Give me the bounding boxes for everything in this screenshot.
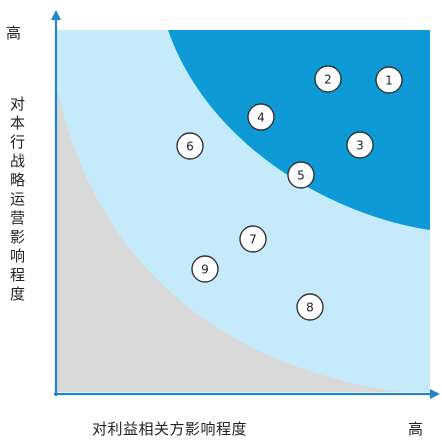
svg-text:8: 8 (306, 301, 314, 315)
y-axis-arrow (51, 10, 61, 20)
svg-text:9: 9 (201, 263, 209, 277)
svg-text:4: 4 (257, 111, 265, 125)
high-zone (168, 30, 430, 230)
x-axis-arrow (430, 389, 440, 399)
marker-1: 1 (375, 66, 403, 94)
svg-text:7: 7 (249, 233, 257, 247)
marker-3: 3 (346, 131, 374, 159)
marker-7: 7 (239, 225, 267, 253)
marker-6: 6 (176, 132, 204, 160)
marker-4: 4 (247, 103, 275, 131)
y-axis-high-label: 高 (6, 24, 22, 42)
marker-8: 8 (296, 293, 324, 321)
svg-text:3: 3 (356, 139, 364, 153)
svg-text:1: 1 (385, 74, 393, 88)
svg-text:6: 6 (186, 140, 194, 154)
x-axis-high-label: 高 (408, 420, 424, 438)
marker-2: 2 (314, 65, 342, 93)
marker-5: 5 (287, 161, 315, 189)
y-axis-title: 对本行战略运营影响程度 (8, 96, 26, 305)
svg-text:5: 5 (297, 169, 305, 183)
svg-text:2: 2 (324, 73, 332, 87)
marker-9: 9 (191, 255, 219, 283)
x-axis-title: 对利益相关方影响程度 (92, 420, 248, 438)
